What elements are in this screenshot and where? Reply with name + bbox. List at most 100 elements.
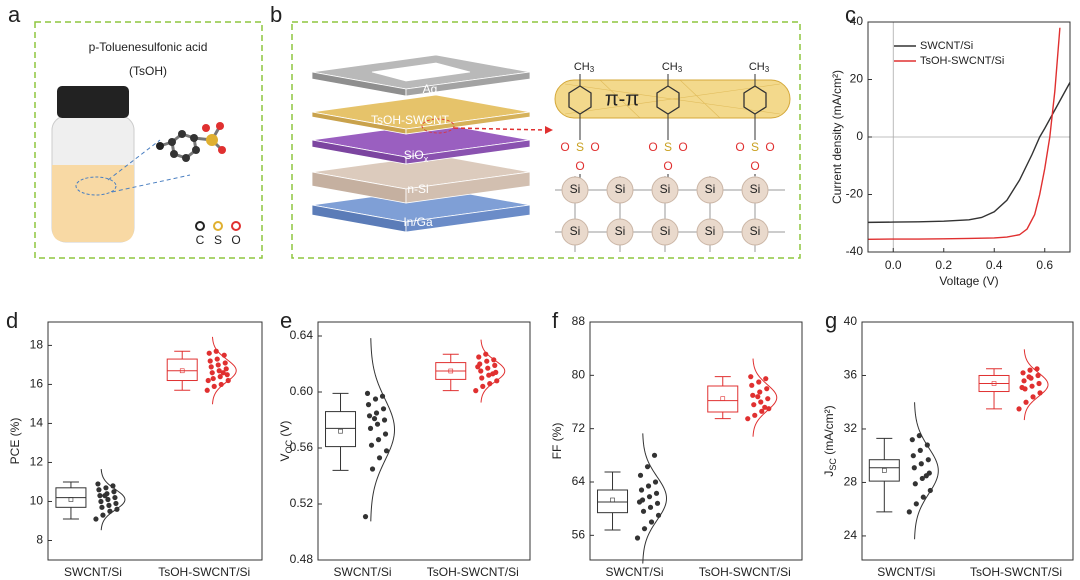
mean-marker [338, 428, 343, 434]
data-point [103, 485, 109, 491]
si-atom [606, 176, 634, 204]
data-point [646, 494, 653, 500]
x-tick-label: TsOH-SWCNT/Si [970, 565, 1062, 579]
layer-label-sub: x [424, 154, 429, 164]
panel-label: b [270, 2, 282, 27]
y-axis-label-rest: (mA/cm²) [822, 405, 836, 458]
x-tick-label: SWCNT/Si [334, 565, 392, 579]
legend-label: SWCNT/Si [920, 40, 973, 52]
data-point [755, 394, 761, 400]
axis-frame [861, 321, 1074, 561]
iv-curve [868, 27, 1061, 241]
data-point [751, 402, 757, 408]
legend-atom [231, 221, 241, 231]
distribution-curve [752, 358, 778, 437]
data-point [918, 461, 924, 467]
data-point [762, 404, 768, 410]
x-tick-label: TsOH-SWCNT/Si [699, 565, 791, 579]
mean-marker [991, 381, 997, 386]
x-tick-label: TsOH-SWCNT/Si [158, 565, 250, 579]
oxygen-label: O [648, 140, 657, 154]
data-point [381, 417, 388, 423]
data-point [100, 512, 106, 518]
si-atom [696, 176, 724, 204]
nanotube [554, 79, 791, 119]
distribution-curve [480, 339, 506, 403]
data-point [651, 452, 658, 458]
methyl-main: CH [662, 61, 678, 73]
y-tick-label: -20 [846, 187, 864, 201]
data-point [207, 358, 213, 364]
data-point [490, 371, 496, 377]
layer-stack [311, 54, 553, 233]
oxygen-label: O [575, 159, 584, 173]
si-atom [651, 176, 679, 204]
axis-frame [867, 21, 1071, 253]
data-point [748, 374, 754, 380]
axis-frame [317, 321, 531, 561]
y-tick-label: 20 [850, 72, 864, 86]
vial [51, 86, 191, 243]
data-point [1021, 378, 1027, 384]
oxygen-label: O [663, 159, 672, 173]
data-point [367, 425, 374, 431]
y-axis-label-sub: OC [284, 439, 294, 453]
y-tick-label: 56 [572, 528, 586, 542]
data-point [654, 500, 661, 506]
panel-label: f [552, 308, 559, 333]
data-point [486, 372, 492, 378]
y-axis-label: Current density (mA/cm²) [830, 70, 844, 204]
y-tick-label: 40 [844, 314, 858, 328]
methyl-label: CH3 [662, 61, 683, 74]
oxygen-label: O [560, 140, 569, 154]
layer-label: TsOH-SWCNT [371, 113, 450, 127]
data-point [376, 455, 383, 461]
data-point [644, 464, 651, 470]
oxygen-label: O [678, 140, 687, 154]
x-tick-label: SWCNT/Si [606, 565, 664, 579]
data-point [102, 493, 108, 499]
data-point [925, 457, 931, 463]
layer-label: In/Ga [403, 215, 433, 229]
data-point [374, 421, 381, 427]
data-point [906, 509, 912, 515]
data-point [1030, 394, 1036, 400]
panel-label: c [845, 2, 856, 27]
oxygen-label: O [590, 140, 599, 154]
data-point [479, 375, 485, 381]
si-label: Si [660, 182, 671, 196]
data-point [362, 514, 369, 520]
box [868, 459, 900, 482]
box [166, 358, 198, 382]
data-point [365, 402, 372, 408]
data-point [919, 475, 925, 482]
x-tick-label: 0.0 [885, 258, 902, 272]
data-point [749, 382, 755, 388]
methyl-main: CH [749, 61, 765, 73]
data-point [99, 504, 105, 510]
data-point [368, 442, 375, 448]
data-point [372, 396, 379, 402]
data-point [911, 465, 917, 471]
data-point [375, 437, 382, 443]
data-point [208, 364, 214, 370]
y-axis-label: PCE (%) [8, 418, 22, 465]
data-point [1026, 374, 1032, 380]
data-point [476, 354, 482, 360]
molecule-name: p-Toluenesulfonic acid [89, 40, 208, 54]
y-tick-label: 0.48 [290, 552, 314, 566]
si-atom [696, 218, 724, 246]
oxygen-label: O [735, 140, 744, 154]
mean-marker [179, 368, 185, 374]
data-point [1035, 372, 1041, 379]
data-point [217, 374, 223, 380]
data-point [638, 487, 645, 493]
data-point [223, 366, 229, 372]
y-axis-label: VOC (V) [278, 421, 294, 462]
data-point [750, 392, 756, 398]
y-tick-label: 12 [30, 455, 44, 469]
methyl-label: CH3 [749, 61, 770, 74]
panel-label: d [6, 308, 18, 333]
y-tick-label: 28 [844, 475, 858, 489]
